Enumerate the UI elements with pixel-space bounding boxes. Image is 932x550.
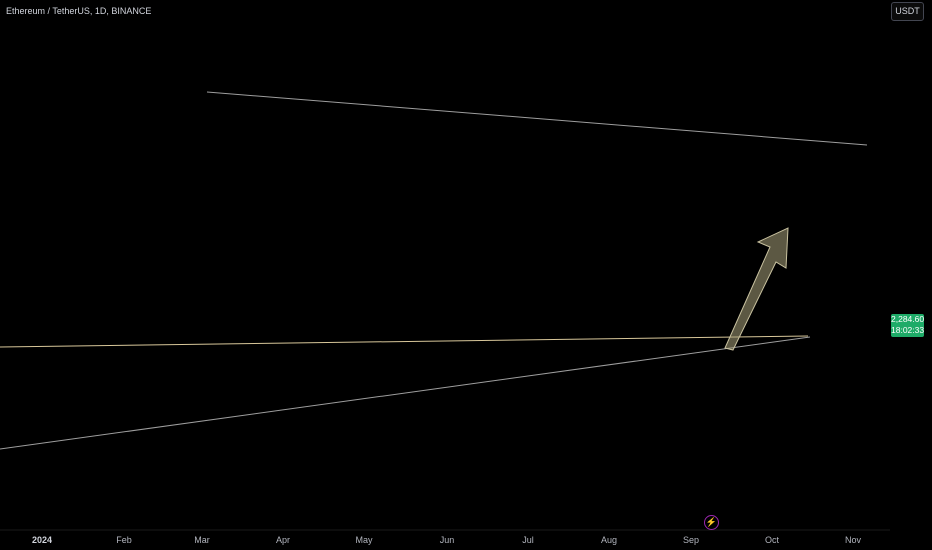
bar-countdown: 18:02:33 xyxy=(891,325,925,335)
time-axis-label: Oct xyxy=(765,535,780,545)
time-axis-label: 2024 xyxy=(32,535,52,545)
lightning-icon[interactable]: ⚡ xyxy=(704,515,719,530)
projection-arrow xyxy=(724,227,789,351)
time-axis-label: Nov xyxy=(845,535,862,545)
currency-button[interactable]: USDT xyxy=(891,2,924,21)
symbol-title: Ethereum / TetherUS, 1D, BINANCE xyxy=(6,6,152,16)
trendline-upper-descending xyxy=(206,91,868,146)
trendline-lower-ascending xyxy=(0,336,811,450)
last-price-value: 2,284.60 xyxy=(891,314,925,324)
support-trendline xyxy=(0,335,809,348)
time-axis-label: May xyxy=(355,535,373,545)
time-axis-label: Aug xyxy=(601,535,617,545)
time-axis-label: Jun xyxy=(440,535,455,545)
last-price-tag: 2,284.60 18:02:33 xyxy=(891,314,924,337)
time-axis-label: Mar xyxy=(194,535,210,545)
time-axis-label: Sep xyxy=(683,535,699,545)
time-axis-label: Jul xyxy=(522,535,534,545)
time-axis-label: Feb xyxy=(116,535,132,545)
time-axis-label: Apr xyxy=(276,535,290,545)
